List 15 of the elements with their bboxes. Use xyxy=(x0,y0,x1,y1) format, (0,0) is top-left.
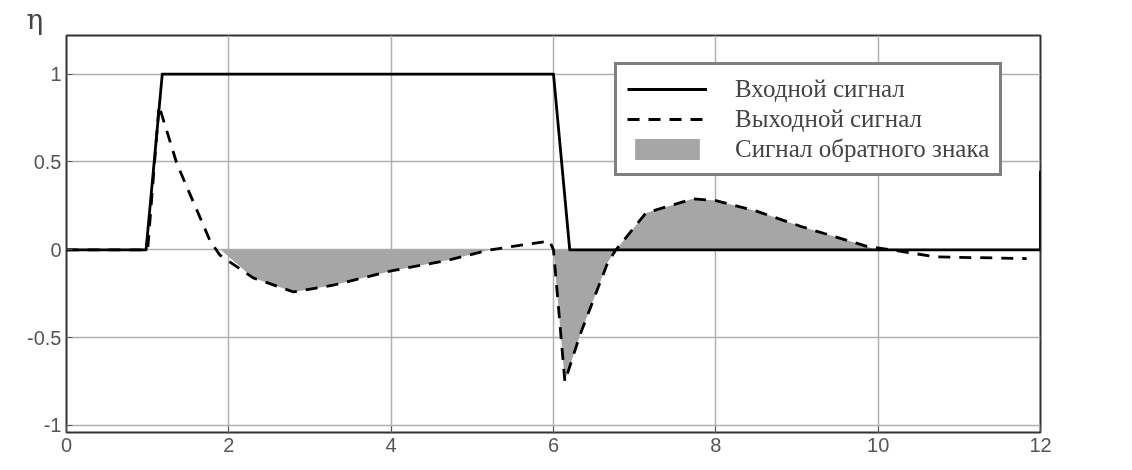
y-tick-label: 1 xyxy=(50,63,62,86)
x-tick-label: 6 xyxy=(547,433,560,456)
legend-label: Входной сигнал xyxy=(735,75,905,103)
x-tick-label: 2 xyxy=(223,433,235,456)
x-tick-label: 10 xyxy=(867,433,890,456)
x-tick-label: 8 xyxy=(710,433,722,456)
legend-label: Выходной сигнал xyxy=(735,105,922,133)
y-tick-label: 0.5 xyxy=(33,150,62,173)
y-tick-label: -1 xyxy=(43,414,62,437)
y-axis-title: η xyxy=(26,2,44,36)
x-tick-label: 4 xyxy=(385,433,397,456)
x-tick-label: 12 xyxy=(1029,433,1052,456)
legend-label: Сигнал обратного знака xyxy=(735,135,990,163)
y-tick-label: 0 xyxy=(50,238,62,261)
y-tick-label: -0.5 xyxy=(27,326,62,349)
